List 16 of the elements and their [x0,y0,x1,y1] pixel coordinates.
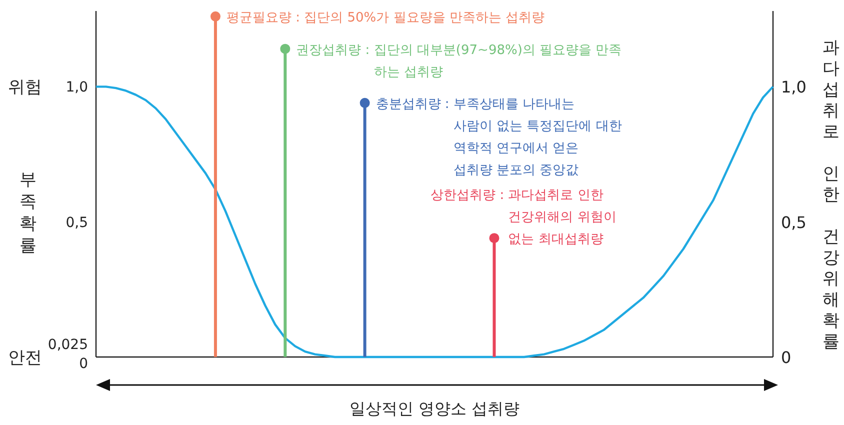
text: 위험 [8,78,42,98]
y2-tick-label: 0 [781,348,792,367]
series-label: 평균필요량 : 집단의 50%가 필요량을 만족하는 섭취량 [226,10,545,26]
y-tick-label: 0 [79,356,88,372]
y2-tick-label: 1,0 [781,78,806,97]
y-tick-label: 1,0 [66,80,88,96]
x-axis-title: 일상적인 영양소 섭취량 [349,399,520,418]
series-label: 충분섭취량 : 부족상태를 나타내는 사람이 없는 특정집단에 대한 역학적 연구에서 얻은 섭취량 분포의 중앙값 [376,96,622,178]
y-tick-label: 0,025 [48,337,88,354]
y-axis-title: 부족확률 [20,170,36,256]
text: 상한섭취량 : 과다섭취로 인한 건강위해의 위험이 없는 최대섭취량 [430,188,616,248]
text: 과다섭취로 인한 건강위해확률 [822,38,840,352]
y2-tick-label: 0,5 [781,212,806,232]
text: 안전 [8,348,42,368]
y-tick-label: 0,5 [66,214,88,231]
series-label: 권장섭취량 : 집단의 대부분(97~98%)의 필요량을 만족 하는 섭취량 [296,42,622,80]
